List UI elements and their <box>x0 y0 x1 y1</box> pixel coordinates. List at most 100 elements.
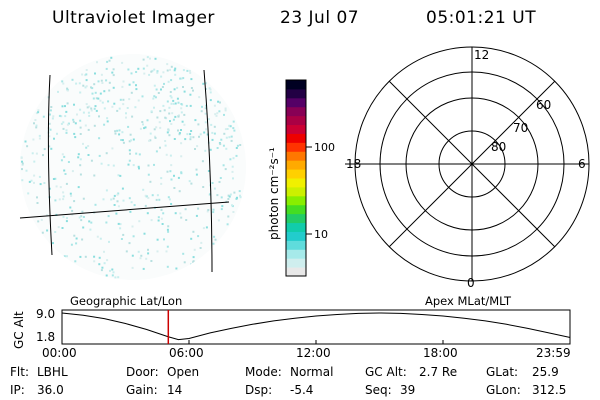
uv-pixel <box>122 98 125 101</box>
uv-pixel <box>180 77 183 80</box>
uv-pixel <box>185 104 188 107</box>
uv-pixel <box>213 235 216 238</box>
uv-pixel <box>167 230 170 233</box>
colorbar-segment <box>286 231 306 241</box>
uv-pixel <box>100 269 103 272</box>
xtick-label: 18:00 <box>423 346 458 360</box>
uv-pixel <box>166 131 169 134</box>
uv-pixel <box>139 127 142 130</box>
uv-pixel <box>167 129 170 132</box>
uv-pixel <box>157 219 160 222</box>
uv-pixel <box>228 136 231 139</box>
uv-pixel <box>121 131 124 134</box>
uv-pixel <box>216 112 219 115</box>
uv-pixel <box>180 107 183 110</box>
uv-pixel <box>66 102 69 105</box>
uv-pixel <box>192 89 194 92</box>
uv-pixel <box>170 178 173 181</box>
uv-pixel <box>50 106 53 108</box>
uv-pixel <box>214 238 217 241</box>
uv-pixel <box>151 69 154 72</box>
uv-pixel <box>235 147 238 149</box>
uv-pixel <box>46 214 48 217</box>
uv-pixel <box>122 141 125 144</box>
uv-pixel <box>179 77 182 80</box>
uv-pixel <box>152 97 155 100</box>
uv-pixel <box>224 128 227 131</box>
mlt-label-6: 6 <box>578 157 586 171</box>
uv-pixel <box>178 133 181 136</box>
uv-pixel <box>67 122 70 125</box>
uv-pixel <box>72 118 75 121</box>
uv-pixel <box>106 259 109 262</box>
uv-pixel <box>42 115 45 118</box>
uv-pixel <box>105 152 108 155</box>
uv-pixel <box>172 118 175 121</box>
uv-pixel <box>214 113 217 116</box>
uv-pixel <box>153 163 155 166</box>
uv-pixel <box>98 154 101 157</box>
uv-pixel <box>120 238 123 240</box>
uv-pixel <box>167 196 170 199</box>
uv-pixel <box>112 74 115 77</box>
mode-label: Mode: <box>245 365 282 379</box>
uv-pixel <box>212 208 215 211</box>
uv-pixel <box>38 137 41 140</box>
uv-pixel <box>204 149 207 152</box>
uv-pixel <box>82 84 85 87</box>
uv-pixel <box>207 170 210 172</box>
uv-pixel <box>131 254 134 257</box>
uv-pixel <box>166 63 169 66</box>
uv-pixel <box>227 215 230 218</box>
uv-pixel <box>74 122 77 125</box>
uv-pixel <box>48 135 51 138</box>
uv-pixel <box>161 86 164 88</box>
colorbar-segment <box>286 88 306 99</box>
uv-pixel <box>112 164 115 167</box>
uv-pixel <box>160 182 163 185</box>
uv-pixel <box>153 128 156 131</box>
uv-pixel <box>166 69 169 72</box>
uv-pixel <box>125 250 128 253</box>
uv-pixel <box>156 250 159 253</box>
uv-pixel <box>146 119 149 122</box>
uv-pixel <box>155 126 158 129</box>
uv-pixel <box>150 70 153 73</box>
uv-pixel <box>163 109 166 112</box>
uv-pixel <box>93 255 96 258</box>
uv-pixel <box>75 82 78 85</box>
uv-pixel <box>84 74 87 77</box>
uv-pixel <box>93 107 96 110</box>
uv-pixel <box>164 140 167 142</box>
uv-pixel <box>142 67 145 70</box>
uv-pixel <box>103 107 106 110</box>
dsp-label: Dsp: <box>245 383 273 397</box>
uv-pixel <box>202 227 205 230</box>
uv-pixel <box>190 78 193 81</box>
gain-value: 14 <box>167 383 183 397</box>
colorbar-segment <box>286 80 306 90</box>
uv-pixel <box>153 68 156 71</box>
altitude-series-line <box>61 312 570 341</box>
uv-pixel <box>78 216 81 219</box>
uv-pixel <box>107 164 110 167</box>
uv-pixel <box>192 256 195 259</box>
uv-pixel <box>213 187 216 190</box>
ytick-9: 9.0 <box>36 307 55 321</box>
uv-pixel <box>209 193 211 196</box>
uv-pixel <box>169 154 172 157</box>
uv-pixel <box>180 129 182 131</box>
gain-label: Gain: <box>126 383 158 397</box>
uv-pixel <box>133 204 136 207</box>
uv-pixel <box>200 110 203 113</box>
uv-pixel <box>117 205 120 208</box>
uv-pixel <box>65 129 68 132</box>
uv-pixel <box>148 139 151 142</box>
uv-pixel <box>61 153 64 156</box>
uv-pixel <box>177 129 179 132</box>
uv-pixel <box>132 81 135 84</box>
uv-pixel <box>205 128 208 131</box>
uv-pixel <box>88 220 91 223</box>
uv-pixel <box>153 95 156 98</box>
uv-pixel <box>156 194 159 197</box>
